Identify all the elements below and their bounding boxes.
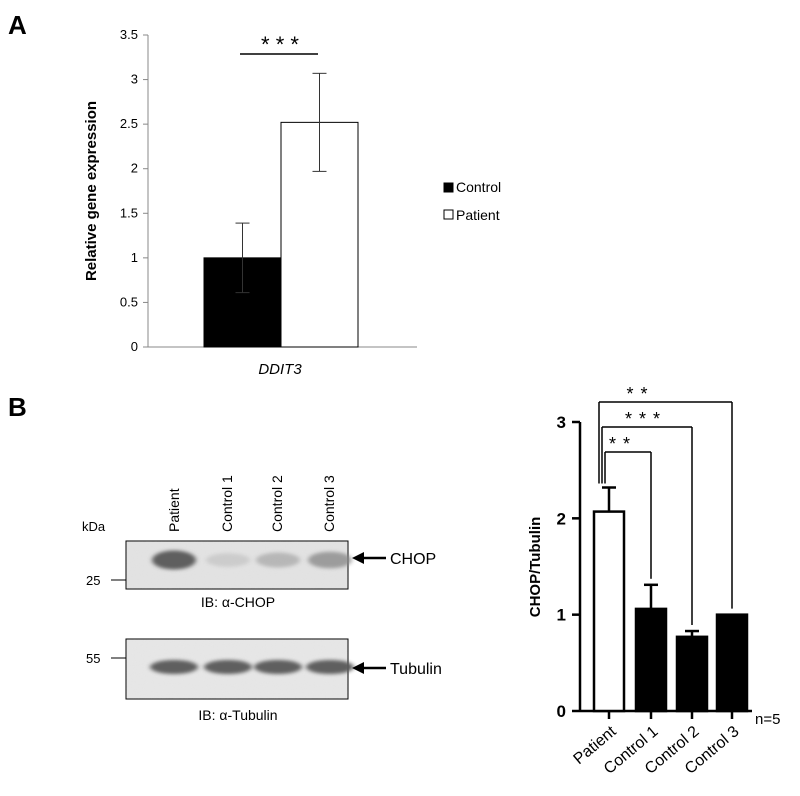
chart-b-significance-bracket-2: * * [598,384,733,609]
chart-a-y-label: Relative gene expression [83,101,100,281]
chop-band [308,551,352,569]
chop-arrow-head [352,552,364,564]
legend-label-patient: Patient [456,207,500,223]
chart-b-significance-stars-2: * * [626,384,648,404]
chart-b-bar-2 [675,635,709,713]
chart-a-y-tick-label: 1.5 [120,205,138,220]
chop-band [152,550,196,570]
chart-a-x-label: DDIT3 [258,361,302,378]
chart-a-y-tick-label: 2.5 [120,116,138,131]
tubulin-band [254,660,302,674]
chart-a-error-bar-control [235,222,250,294]
tubulin-marker-label: 55 [86,651,100,666]
chop-band-label: CHOP [390,551,436,568]
chart-b-n-note: n=5 [755,711,780,728]
chart-a-y-tick-label: 3.5 [120,27,138,42]
chart-b-y-tick-label: 3 [557,413,566,432]
chart-a-y-tick-label: 0.5 [120,294,138,309]
chart-b-y-label: CHOP/Tubulin [527,517,544,618]
blot-lane-label-patient: Patient [166,488,182,532]
panel-letter-b: B [8,392,27,422]
chart-b-y-tick-label: 0 [557,702,566,721]
chart-b-significance-stars-1: * * * [625,409,661,429]
chart-b-bar-0 [592,510,626,713]
chart-b-significance-stars-0: * * [609,434,631,454]
tubulin-band-label: Tubulin [390,661,442,678]
chart-b-y-tick-label: 1 [557,606,566,625]
legend-swatch-control [443,182,454,193]
chart-a-y-tick-label: 0 [131,339,138,354]
tubulin-arrow-head [352,662,364,674]
western-blot: Patient Control 1 Control 2 Control 3 kD… [82,475,442,723]
chop-band [256,552,300,568]
chart-a-significance-stars: * * * [261,32,299,57]
chart-b-bar-1 [634,607,668,713]
tubulin-band [204,660,252,674]
kda-label: kDa [82,519,106,534]
blot-lane-label-control-1: Control 1 [219,475,235,532]
chart-a-y-tick-label: 3 [131,72,138,87]
chart-a-error-bar-patient [312,72,327,172]
chart-b-bar-3 [715,613,749,713]
legend-swatch-patient [443,209,454,220]
tubulin-band [306,660,354,674]
blot-lane-label-control-3: Control 3 [321,475,337,532]
chart-b-error-bar-0 [602,486,616,512]
chart-a-y-tick-label: 2 [131,161,138,176]
chart-b-significance-bracket-0: * * [604,434,652,579]
legend-label-control: Control [456,179,501,195]
chart-b-error-bar-2 [685,629,699,637]
chart-b-significance-bracket-1: * * * [601,409,693,626]
chart-a: 0 0.5 1 1.5 2 2.5 3 3.5 Relative gene expressio… [83,27,501,378]
chop-band [206,553,250,567]
panel-letter-a: A [8,10,27,40]
chop-marker-label: 25 [86,573,100,588]
chart-b-error-bar-1 [644,583,658,609]
tubulin-band [150,660,198,674]
tubulin-caption: IB: α-Tubulin [198,707,277,723]
chop-caption: IB: α-CHOP [201,594,275,610]
blot-lane-label-control-2: Control 2 [269,475,285,532]
chart-b-y-tick-label: 2 [557,509,566,528]
chart-a-y-tick-label: 1 [131,250,138,265]
